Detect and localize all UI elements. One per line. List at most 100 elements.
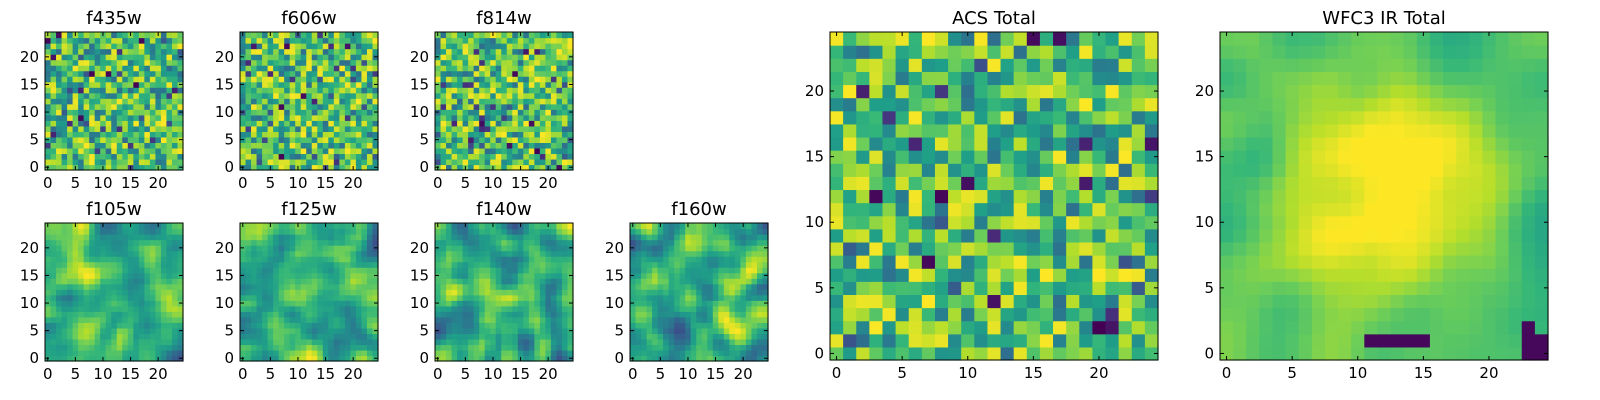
heatmap-cell	[166, 234, 173, 241]
heatmap-cell	[355, 153, 363, 160]
heatmap-cell	[501, 70, 508, 77]
heatmap-cell	[745, 305, 753, 312]
heatmap-cell	[462, 54, 469, 61]
heatmap-cell	[284, 311, 291, 318]
heatmap-cell	[111, 239, 118, 246]
heatmap-cell	[646, 294, 653, 301]
heatmap-cell	[322, 136, 329, 143]
heatmap-cell	[512, 120, 519, 127]
heatmap-cell	[355, 54, 363, 61]
heatmap-cell	[961, 268, 975, 282]
heatmap-cell	[729, 294, 736, 301]
heatmap-cell	[322, 344, 329, 351]
heatmap-cell	[116, 234, 123, 241]
heatmap-cell	[94, 305, 101, 312]
heatmap-cell	[306, 294, 313, 301]
heatmap-cell	[1000, 320, 1015, 335]
heatmap-cell	[300, 289, 307, 296]
heatmap-cell	[105, 234, 112, 241]
heatmap-cell	[545, 305, 552, 312]
heatmap-cell	[635, 278, 642, 285]
heatmap-cell	[56, 289, 63, 296]
heatmap-cell	[50, 109, 57, 116]
heatmap-cell	[1026, 294, 1041, 309]
heatmap-cell	[133, 81, 140, 88]
heatmap-cell	[278, 316, 285, 323]
heatmap-cell	[740, 344, 747, 351]
heatmap-cell	[177, 98, 184, 105]
heatmap-cell	[333, 120, 340, 127]
heatmap-cell	[306, 278, 313, 285]
heatmap-cell	[561, 81, 569, 88]
heatmap-cell	[262, 355, 269, 362]
heatmap-cell	[457, 125, 464, 132]
heatmap-cell	[83, 147, 90, 155]
heatmap-cell	[630, 311, 637, 318]
heatmap-cell	[674, 355, 681, 362]
heatmap-cell	[155, 322, 162, 329]
heatmap-cell	[56, 239, 63, 246]
heatmap-cell	[83, 333, 90, 340]
heatmap-cell	[646, 267, 653, 274]
heatmap-cell	[495, 344, 502, 351]
heatmap-cell	[127, 109, 134, 116]
heatmap-cell	[50, 272, 57, 279]
heatmap-cell	[539, 223, 546, 230]
heatmap-cell	[160, 294, 168, 301]
heatmap-cell	[144, 114, 151, 121]
heatmap-cell	[734, 267, 741, 274]
heatmap-cell	[506, 54, 513, 61]
heatmap-cell	[723, 278, 730, 285]
heatmap-cell	[300, 305, 307, 312]
heatmap-cell	[72, 245, 79, 252]
heatmap-cell	[267, 338, 274, 346]
heatmap-cell	[262, 120, 269, 127]
heatmap-cell	[512, 87, 519, 94]
heatmap-cell	[94, 228, 101, 235]
heatmap-cell	[317, 48, 324, 55]
heatmap-cell	[630, 333, 637, 340]
heatmap-cell	[657, 272, 664, 279]
heatmap-cell	[295, 289, 302, 296]
heatmap-cell	[61, 98, 68, 105]
heatmap-cell	[556, 234, 563, 241]
heatmap-cell	[707, 294, 714, 301]
heatmap-cell	[1079, 215, 1093, 230]
heatmap-cell	[295, 70, 302, 77]
heatmap-cell	[105, 114, 112, 121]
heatmap-cell	[1105, 176, 1120, 191]
heatmap-cell	[50, 267, 57, 274]
heatmap-cell	[446, 147, 453, 155]
heatmap-cell	[372, 228, 379, 235]
heatmap-cell	[457, 300, 464, 307]
heatmap-cell	[462, 267, 469, 274]
heatmap-cell	[490, 131, 497, 138]
heatmap-cell	[256, 234, 263, 241]
x-tick-label: 15	[706, 365, 725, 383]
heatmap-cell	[1144, 268, 1159, 282]
heatmap-cell	[300, 256, 307, 263]
heatmap-cell	[468, 76, 475, 83]
heatmap-cell	[734, 239, 741, 246]
heatmap-cell	[1039, 255, 1054, 269]
heatmap-cell	[149, 239, 156, 246]
heatmap-cell	[111, 267, 118, 274]
heatmap-cell	[144, 81, 151, 88]
heatmap-cell	[723, 250, 730, 257]
heatmap-cell	[100, 250, 107, 257]
heatmap-cell	[278, 327, 285, 334]
heatmap-cell	[306, 316, 313, 323]
heatmap-cell	[350, 239, 357, 246]
heatmap-cell	[679, 228, 686, 235]
heatmap-cell	[333, 136, 340, 143]
heatmap-cell	[61, 289, 68, 296]
heatmap-cell	[289, 283, 296, 290]
heatmap-cell	[166, 322, 173, 329]
heatmap-cell	[322, 294, 329, 301]
heatmap-cell	[350, 98, 357, 105]
heatmap-cell	[501, 228, 508, 235]
heatmap-cell	[166, 283, 173, 290]
heatmap-cell	[440, 98, 447, 105]
heatmap-cell	[663, 278, 670, 285]
heatmap-cell	[67, 239, 74, 246]
